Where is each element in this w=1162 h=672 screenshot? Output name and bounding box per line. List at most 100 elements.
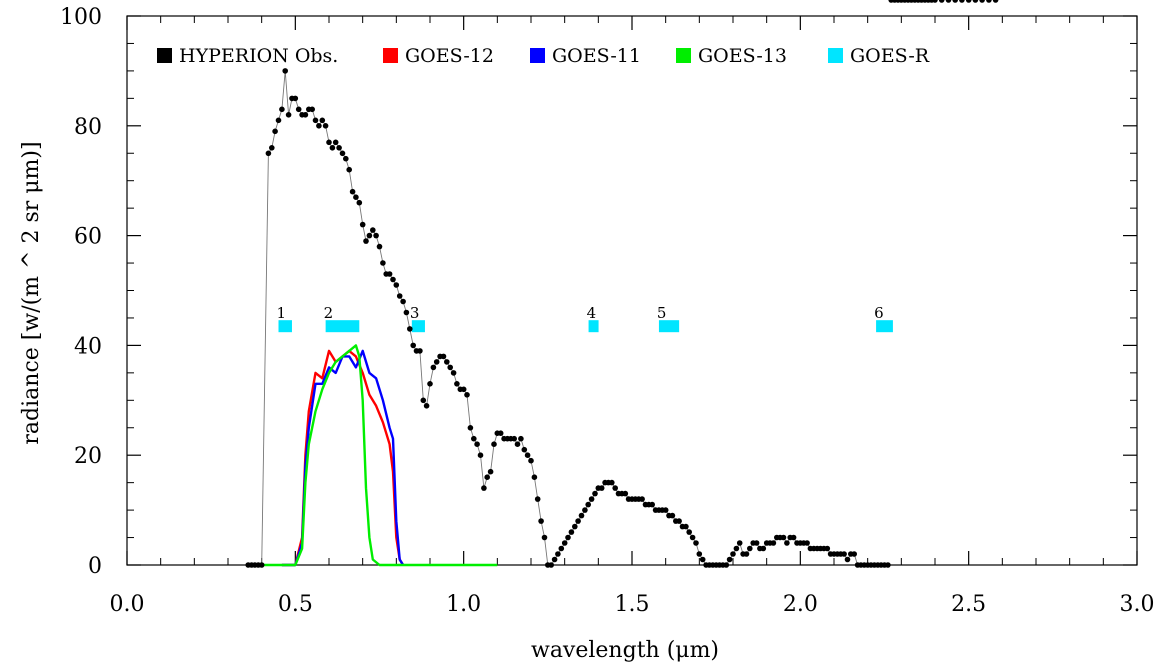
hyperion-point <box>440 353 447 360</box>
legend-swatch <box>676 48 691 63</box>
hyperion-point <box>363 238 369 244</box>
hyperion-point <box>986 0 992 3</box>
hyperion-point <box>760 545 767 552</box>
legend-label: GOES-11 <box>552 45 641 67</box>
hyperion-point <box>376 243 383 250</box>
hyperion-point <box>265 150 272 157</box>
hyperion-point <box>279 106 285 113</box>
hyperion-point <box>272 128 278 135</box>
hyperion-point <box>332 139 339 146</box>
hyperion-point <box>386 271 393 277</box>
hyperion-point <box>790 534 797 541</box>
x-tick-label: 3.0 <box>1120 592 1155 617</box>
hyperion-point <box>471 435 477 442</box>
hyperion-point <box>723 562 730 568</box>
legend-swatch <box>828 48 843 63</box>
hyperion-point <box>343 155 349 162</box>
hyperion-point <box>736 540 743 546</box>
hyperion-point <box>444 359 450 365</box>
hyperion-point <box>302 112 309 118</box>
hyperion-point <box>730 551 736 557</box>
x-tick-label: 0.5 <box>278 592 313 617</box>
hyperion-point <box>423 403 430 409</box>
hyperion-point <box>312 117 319 124</box>
x-tick-label: 1.0 <box>446 592 481 617</box>
hyperion-point <box>292 95 299 102</box>
hyperion-point <box>598 485 605 491</box>
hyperion-point <box>511 435 517 442</box>
hyperion-point <box>481 485 487 491</box>
hyperion-point <box>322 123 329 129</box>
goes-r-band-6 <box>876 320 893 333</box>
goes-13-line <box>261 344 498 567</box>
hyperion-point <box>474 441 480 448</box>
hyperion-point <box>326 139 332 146</box>
x-axis-title: wavelength (μm) <box>531 638 719 663</box>
hyperion-point <box>484 474 491 481</box>
hyperion-point <box>528 457 534 464</box>
x-tick-label: 0.0 <box>110 592 145 617</box>
hyperion-point <box>639 496 645 502</box>
goes-r-band-5 <box>658 320 680 333</box>
hyperion-point <box>841 551 847 557</box>
hyperion-point <box>407 326 413 332</box>
hyperion-point <box>612 485 618 491</box>
hyperion-point <box>541 534 548 541</box>
hyperion-point <box>733 545 740 552</box>
hyperion-point <box>686 529 692 535</box>
y-axis-title: radiance [w/(m ^ 2 sr μm)] <box>19 141 44 444</box>
hyperion-point <box>309 106 316 113</box>
hyperion-point <box>558 545 565 552</box>
hyperion-point <box>582 507 588 513</box>
legend-label: GOES-R <box>850 45 930 67</box>
hyperion-point <box>359 221 366 228</box>
hyperion-point <box>396 293 403 299</box>
legend-swatch <box>157 48 172 63</box>
y-tick-label: 20 <box>74 444 102 469</box>
hyperion-point <box>770 540 777 546</box>
hyperion-point <box>356 199 363 206</box>
hyperion-point <box>531 474 538 481</box>
hyperion-point <box>417 348 423 354</box>
hyperion-line <box>248 70 888 566</box>
hyperion-point <box>696 551 703 557</box>
hyperion-point <box>885 562 891 568</box>
hyperion-point <box>992 0 999 3</box>
hyperion-point <box>938 0 945 3</box>
hyperion-point <box>693 540 699 546</box>
hyperion-point <box>454 381 460 387</box>
hyperion-point <box>380 260 386 266</box>
goes-r-band-2 <box>325 320 360 333</box>
hyperion-point <box>477 452 484 459</box>
goes-r-band-label: 6 <box>874 304 884 322</box>
legend-label: HYPERION Obs. <box>179 45 338 67</box>
hyperion-point <box>275 117 282 124</box>
goes-r-band-3 <box>411 320 425 333</box>
y-tick-label: 40 <box>74 334 102 359</box>
hyperion-point <box>952 0 958 3</box>
hyperion-series <box>245 0 999 568</box>
hyperion-point <box>683 523 689 530</box>
hyperion-point <box>427 381 433 387</box>
hyperion-point <box>588 496 595 502</box>
tick-labels: 0.0 0.5 1.0 1.5 2.0 2.5 3.0 0 20 40 60 80 100 <box>60 5 1155 617</box>
hyperion-point <box>753 540 760 546</box>
hyperion-point <box>370 227 376 233</box>
hyperion-point <box>609 479 615 486</box>
hyperion-point <box>572 523 578 530</box>
hyperion-point <box>726 556 733 563</box>
minor-ticks <box>127 16 1137 565</box>
hyperion-point <box>464 392 470 398</box>
hyperion-point <box>447 364 454 371</box>
hyperion-point <box>346 166 353 173</box>
hyperion-point <box>747 545 753 552</box>
hyperion-point <box>699 556 706 563</box>
hyperion-point <box>521 446 528 453</box>
legend: HYPERION Obs. GOES-12 GOES-11 GOES-13 GOES-R <box>157 45 930 67</box>
y-tick-label: 100 <box>60 5 102 30</box>
hyperion-point <box>339 150 346 157</box>
y-tick-label: 60 <box>74 225 102 250</box>
hyperion-point <box>460 386 467 393</box>
hyperion-point <box>329 145 336 151</box>
